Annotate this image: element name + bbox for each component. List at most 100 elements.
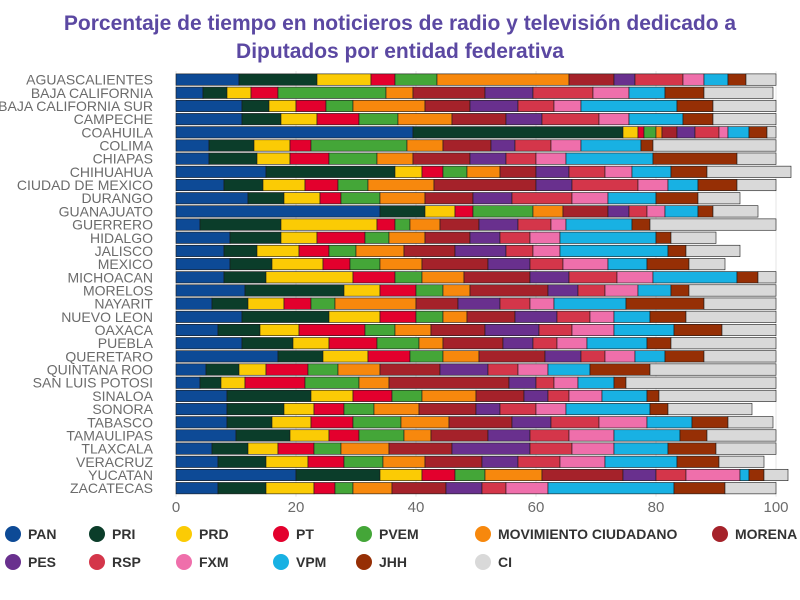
bar-segment-yucatan-pvem <box>454 468 486 481</box>
category-label-guanajuato: GUANAJUATO <box>59 203 153 219</box>
bar-segment-veracruz-ci <box>718 455 765 468</box>
bar-segment-morelos-pt <box>379 284 417 297</box>
bar-segment-aguascalientes-pvem <box>394 73 438 86</box>
legend-label: MOVIMIENTO CIUDADANO <box>498 526 678 542</box>
bar-segment-queretaro-fxm <box>604 350 636 363</box>
category-label-morelos: MORELOS <box>83 282 153 298</box>
bar-segment-san-luis-potosi-ci <box>625 376 777 389</box>
bar-segment-guerrero-morena <box>439 218 480 231</box>
bar-segment-ciudad-de-mexico-pri <box>223 179 264 192</box>
bar-segment-mexico-pri <box>229 258 273 271</box>
bar-segment-queretaro-pan <box>175 350 279 363</box>
bar-segment-durango-fxm <box>571 192 609 205</box>
bar-segment-michoacan-ci <box>757 271 777 284</box>
bar-segment-tamaulipas-pvem <box>358 429 405 442</box>
category-label-chihuahua: CHIHUAHUA <box>70 164 154 180</box>
bar-segment-nayarit-movimiento-ciudadano <box>334 297 417 310</box>
bar-segment-aguascalientes-pan <box>175 73 240 86</box>
bar-segment-yucatan-movimiento-ciudadano <box>484 468 543 481</box>
bar-segment-mexico-pvem <box>349 258 381 271</box>
legend: PAN PRI PRD PT PVEM MOVIMIENTO CIUDADANO MOREN… <box>5 526 797 570</box>
bar-segment-mexico-vpm <box>607 258 648 271</box>
bar-segment-chihuahua-morena <box>499 165 537 178</box>
bar-segment-baja-california-sur-movimiento-ciudadano <box>352 99 426 112</box>
bar-segment-sinaloa-pt <box>352 389 393 402</box>
legend-item-jhh: JHH <box>356 554 407 570</box>
bar-segment-coahuila-morena <box>661 126 678 139</box>
bar-segment-tabasco-pan <box>175 416 228 429</box>
legend-swatch <box>89 554 105 570</box>
bar-segment-tabasco-ci <box>727 416 774 429</box>
bar-segment-tlaxcala-movimiento-ciudadano <box>340 442 390 455</box>
category-label-sinaloa: SINALOA <box>92 388 153 404</box>
bar-segment-nuevo-leon-jhh <box>649 310 687 323</box>
bar-segment-baja-california-sur-rsp <box>517 99 555 112</box>
bar-segment-guerrero-fxm <box>550 218 567 231</box>
bar-segment-quintana-roo-pvem <box>307 363 339 376</box>
category-label-puebla: PUEBLA <box>98 335 154 351</box>
bar-segment-chihuahua-movimiento-ciudadano <box>466 165 501 178</box>
bar-segment-queretaro-ci <box>703 350 777 363</box>
bar-segment-nuevo-leon-fxm <box>589 310 615 323</box>
bar-segment-chihuahua-fxm <box>604 165 633 178</box>
category-label-campeche: CAMPECHE <box>74 111 153 127</box>
bar-segment-veracruz-pvem <box>343 455 384 468</box>
bar-segment-chiapas-pri <box>208 152 258 165</box>
bar-segment-hidalgo-pes <box>469 231 501 244</box>
bar-segment-jalisco-fxm <box>532 244 561 257</box>
bar-segment-jalisco-rsp <box>505 244 534 257</box>
bar-segment-chihuahua-pes <box>535 165 570 178</box>
bar-segment-nuevo-leon-pvem <box>415 310 444 323</box>
bar-segment-queretaro-pvem <box>409 350 444 363</box>
legend-label: JHH <box>379 554 407 570</box>
bar-segment-tabasco-pri <box>226 416 273 429</box>
bar-segment-queretaro-morena <box>478 350 546 363</box>
bar-segment-chihuahua-pt <box>421 165 444 178</box>
legend-item-pt: PT <box>273 526 314 542</box>
bar-segment-tabasco-rsp <box>550 416 600 429</box>
bar-segment-guerrero-movimiento-ciudadano <box>409 218 441 231</box>
bar-segment-mexico-morena <box>421 258 489 271</box>
bar-segment-nayarit-rsp <box>499 297 531 310</box>
bar-segment-quintana-roo-pri <box>205 363 240 376</box>
bar-segment-baja-california-prd <box>226 86 252 99</box>
bar-segment-chiapas-pt <box>289 152 330 165</box>
bar-segment-nayarit-vpm <box>553 297 627 310</box>
category-label-tlaxcala: TLAXCALA <box>81 441 153 457</box>
bar-segment-veracruz-pri <box>217 455 267 468</box>
legend-label: VPM <box>296 554 326 570</box>
legend-swatch <box>89 526 105 542</box>
bar-segment-chihuahua-pri <box>265 165 396 178</box>
category-label-oaxaca: OAXACA <box>95 322 154 338</box>
bar-segment-yucatan-pes <box>622 468 657 481</box>
bar-segment-queretaro-pri <box>277 350 324 363</box>
bar-segment-chihuahua-vpm <box>631 165 672 178</box>
bar-segment-nuevo-leon-pt <box>379 310 417 323</box>
bar-segment-ciudad-de-mexico-fxm <box>637 179 669 192</box>
bar-segment-morelos-pri <box>244 284 345 297</box>
bar-segment-yucatan-fxm <box>685 468 741 481</box>
bar-segment-ciudad-de-mexico-vpm <box>667 179 699 192</box>
bar-segment-chiapas-movimiento-ciudadano <box>376 152 414 165</box>
bar-segment-morelos-fxm <box>604 284 639 297</box>
bar-segment-zacatecas-pan <box>175 482 219 495</box>
bar-segment-quintana-roo-movimiento-ciudadano <box>337 363 381 376</box>
bar-segment-durango-jhh <box>655 192 699 205</box>
bar-segment-oaxaca-ci <box>721 324 777 337</box>
bar-segment-ciudad-de-mexico-movimiento-ciudadano <box>367 179 435 192</box>
bar-segment-baja-california-sur-pes <box>469 99 519 112</box>
bar-segment-tabasco-movimiento-ciudadano <box>400 416 450 429</box>
bar-segment-coahuila-prd <box>622 126 639 139</box>
bar-segment-guerrero-pvem <box>394 218 411 231</box>
bar-segment-queretaro-jhh <box>664 350 705 363</box>
bar-segment-tabasco-fxm <box>598 416 648 429</box>
bar-segment-colima-rsp <box>514 139 552 152</box>
bar-segment-jalisco-ci <box>685 244 741 257</box>
category-label-michoacan: MICHOACAN <box>67 269 153 285</box>
bar-segment-michoacan-morena <box>463 271 531 284</box>
bar-segment-jalisco-pri <box>223 244 258 257</box>
bar-segment-oaxaca-jhh <box>673 324 723 337</box>
bar-segment-puebla-ci <box>670 337 777 350</box>
bar-segment-durango-rsp <box>511 192 573 205</box>
